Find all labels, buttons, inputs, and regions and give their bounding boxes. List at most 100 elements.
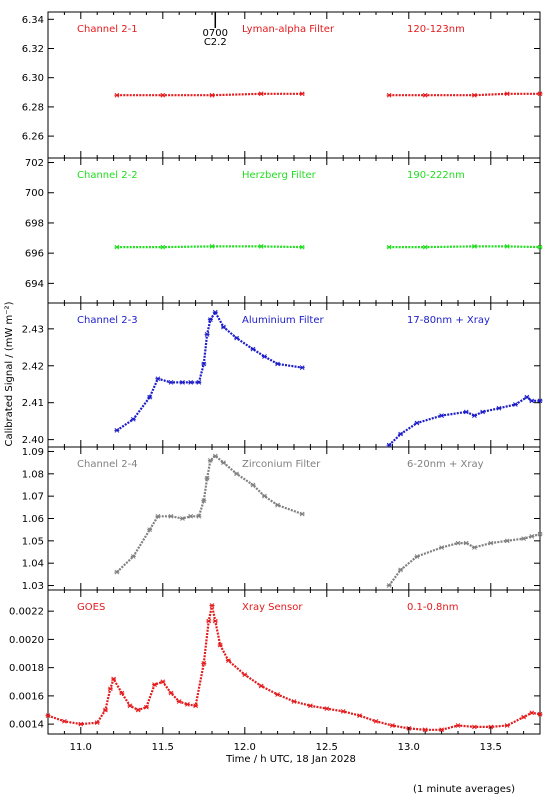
data-point <box>130 416 136 422</box>
data-point <box>386 92 392 98</box>
data-point <box>439 727 445 733</box>
data-point <box>537 711 543 717</box>
panel-band-label: 17-80nm + Xray <box>407 315 490 326</box>
series-2-1 <box>116 245 303 249</box>
data-point <box>114 569 120 575</box>
x-axis-title: Time / h UTC, 18 Jan 2028 <box>225 754 356 765</box>
data-point <box>147 527 153 533</box>
data-point <box>209 92 215 98</box>
data-point <box>398 567 404 573</box>
y-tick-label: 6.32 <box>22 44 44 55</box>
data-point <box>439 545 445 550</box>
data-point <box>324 706 330 711</box>
data-point <box>201 498 207 503</box>
data-point <box>119 690 125 696</box>
data-point <box>130 554 136 559</box>
data-point <box>504 723 510 728</box>
data-point <box>258 91 264 97</box>
data-point <box>250 482 256 488</box>
panel-channel-label: Channel 2-1 <box>77 24 138 35</box>
x-tick-label: 12.5 <box>316 742 338 753</box>
data-point <box>184 701 190 707</box>
data-point <box>127 703 133 709</box>
y-tick-label: 1.03 <box>22 581 44 592</box>
data-point <box>179 516 185 521</box>
data-point <box>488 540 494 546</box>
data-point <box>414 554 420 559</box>
data-point <box>299 244 305 250</box>
data-point <box>357 713 363 719</box>
panel-filter-label: Zirconium Filter <box>242 459 321 470</box>
data-point <box>471 413 477 418</box>
y-tick-label: 0.0022 <box>9 607 44 618</box>
y-tick-label: 694 <box>25 279 44 290</box>
data-point <box>209 603 215 608</box>
panel-band-label: 120-123nm <box>407 24 465 35</box>
data-point <box>521 536 527 541</box>
data-point <box>471 545 477 550</box>
y-tick-label: 0.0014 <box>9 720 44 731</box>
data-point <box>414 420 420 426</box>
data-point <box>275 502 281 508</box>
y-tick-label: 6.34 <box>22 15 44 26</box>
data-point <box>168 513 174 519</box>
data-point <box>529 398 535 404</box>
data-point <box>258 244 264 249</box>
data-point <box>386 442 392 448</box>
data-point <box>299 365 305 370</box>
data-point <box>471 724 477 730</box>
data-point <box>107 686 113 692</box>
y-tick-label: 0.0018 <box>9 663 44 674</box>
data-point <box>155 376 161 382</box>
data-point <box>261 354 267 359</box>
data-point <box>521 714 527 720</box>
panel-filter-label: Lyman-alpha Filter <box>242 24 335 35</box>
data-point <box>209 244 215 249</box>
y-tick-label: 2.42 <box>22 361 44 372</box>
series-4-2 <box>388 533 541 587</box>
data-point <box>386 583 392 588</box>
event-time-label: 0700 <box>203 28 228 39</box>
data-point <box>488 724 494 730</box>
data-point <box>204 475 210 481</box>
data-point <box>234 471 240 477</box>
data-point <box>496 405 502 411</box>
data-point <box>114 244 120 250</box>
data-point <box>212 453 218 459</box>
x-tick-label: 13.5 <box>480 742 502 753</box>
data-point <box>373 718 379 724</box>
data-point <box>207 317 213 322</box>
data-point <box>225 658 231 663</box>
data-point <box>176 699 182 704</box>
data-point <box>152 682 158 687</box>
data-point <box>537 91 543 97</box>
y-tick-label: 696 <box>25 249 44 260</box>
data-point <box>291 699 297 704</box>
data-point <box>212 618 218 624</box>
data-point <box>455 723 461 728</box>
data-point <box>463 540 469 546</box>
panel-channel-label: Channel 2-3 <box>77 315 138 326</box>
y-tick-label: 1.06 <box>22 514 44 525</box>
data-point <box>340 709 346 714</box>
panel-frames <box>47 11 541 735</box>
data-point <box>422 244 428 250</box>
data-point <box>160 679 166 685</box>
data-point <box>422 727 428 733</box>
x-tick-label: 13.0 <box>398 742 420 753</box>
y-tick-label: 2.43 <box>22 324 44 335</box>
panel-band-label: 0.1-0.8nm <box>407 602 459 613</box>
y-tick-label: 2.40 <box>22 435 44 446</box>
data-point <box>537 244 543 250</box>
series-3-2 <box>388 396 540 446</box>
data-point <box>135 707 141 713</box>
data-point <box>207 458 213 463</box>
y-tick-label: 1.08 <box>22 469 44 480</box>
data-point <box>45 713 51 719</box>
data-point <box>179 380 185 385</box>
panel-filter-label: Aluminium Filter <box>242 315 325 326</box>
data-point <box>188 380 194 385</box>
panel-channel-label: Channel 2-4 <box>77 459 138 470</box>
data-point <box>386 244 392 250</box>
data-point <box>422 92 428 98</box>
